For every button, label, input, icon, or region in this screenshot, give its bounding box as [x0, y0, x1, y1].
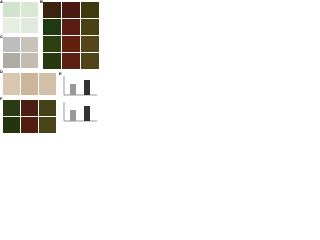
micrograph: [3, 73, 20, 95]
panel-label: C: [0, 34, 3, 39]
plot-axes: [63, 76, 97, 96]
panel-f-images: [3, 100, 56, 133]
panel-label: B: [40, 0, 43, 4]
micrograph: [39, 117, 56, 133]
micrograph: [3, 37, 20, 52]
plot-bar: [84, 106, 90, 121]
panel-b-images: [43, 2, 99, 69]
micrograph: [3, 100, 20, 116]
micrograph: [81, 2, 99, 18]
panel-label: E: [59, 71, 62, 76]
page: A B C D E F (() => { const data = JSON.p…: [0, 0, 99, 133]
panel-label: F: [0, 96, 3, 101]
panel-label: A: [0, 0, 3, 4]
micrograph: [62, 19, 80, 35]
micrograph: [81, 36, 99, 52]
panel-a-images: [3, 2, 38, 33]
panel-d-images: [3, 73, 56, 95]
micrograph: [62, 53, 80, 69]
plot-bar: [84, 80, 90, 95]
micrograph: [21, 37, 38, 52]
plot-bar: [70, 84, 76, 95]
panel-label: D: [0, 69, 3, 74]
micrograph: [62, 2, 80, 18]
micrograph: [43, 19, 61, 35]
micrograph: [62, 36, 80, 52]
panel-e-plots: [63, 76, 97, 122]
micrograph: [3, 117, 20, 133]
plot-axes: [63, 102, 97, 122]
micrograph: [39, 100, 56, 116]
micrograph: [39, 73, 56, 95]
micrograph: [21, 73, 38, 95]
micrograph: [21, 2, 38, 17]
micrograph: [3, 18, 20, 33]
panel-c-images: [3, 37, 38, 68]
micrograph: [81, 19, 99, 35]
micrograph: [43, 2, 61, 18]
figure: A B C D E F: [0, 0, 99, 133]
micrograph: [81, 53, 99, 69]
micrograph: [21, 53, 38, 68]
micrograph: [21, 18, 38, 33]
micrograph: [43, 36, 61, 52]
micrograph: [3, 53, 20, 68]
micrograph: [3, 2, 20, 17]
micrograph: [21, 117, 38, 133]
micrograph: [43, 53, 61, 69]
micrograph: [21, 100, 38, 116]
plot-bar: [70, 110, 76, 121]
